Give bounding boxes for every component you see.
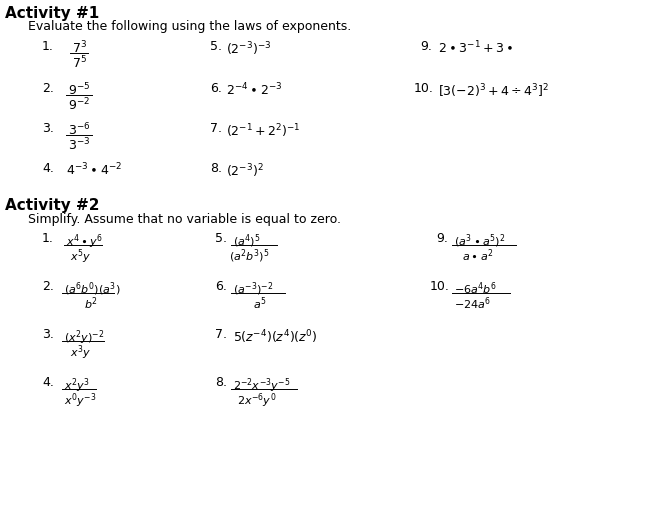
Text: 2.: 2.	[42, 280, 54, 293]
Text: $7^5$: $7^5$	[72, 55, 87, 72]
Text: $3^{-3}$: $3^{-3}$	[68, 137, 90, 154]
Text: $(a^4)^5$: $(a^4)^5$	[233, 232, 261, 249]
Text: 1.: 1.	[42, 232, 54, 245]
Text: 1.: 1.	[42, 40, 54, 53]
Text: $(a^6 b^0)(a^3)$: $(a^6 b^0)(a^3)$	[64, 280, 121, 298]
Text: $9^{-5}$: $9^{-5}$	[68, 82, 90, 99]
Text: Activity #2: Activity #2	[5, 198, 100, 213]
Text: 7.: 7.	[210, 122, 222, 135]
Text: $7^3$: $7^3$	[72, 40, 87, 57]
Text: 2.: 2.	[42, 82, 54, 95]
Text: Simplify. Assume that no variable is equal to zero.: Simplify. Assume that no variable is equ…	[28, 213, 341, 226]
Text: 5.: 5.	[210, 40, 222, 53]
Text: 10.: 10.	[414, 82, 434, 95]
Text: Activity #1: Activity #1	[5, 6, 99, 21]
Text: $[3(-2)^3+4 \div 4^3]^2$: $[3(-2)^3+4 \div 4^3]^2$	[438, 82, 549, 100]
Text: $x^0 y^{-3}$: $x^0 y^{-3}$	[64, 391, 96, 410]
Text: $(x^2 y)^{-2}$: $(x^2 y)^{-2}$	[64, 328, 105, 346]
Text: $5(z^{-4})(z^4)(z^0)$: $5(z^{-4})(z^4)(z^0)$	[233, 328, 318, 346]
Text: 10.: 10.	[430, 280, 450, 293]
Text: 5.: 5.	[215, 232, 227, 245]
Text: $x^5 y$: $x^5 y$	[70, 247, 91, 266]
Text: $(a^{-3})^{-2}$: $(a^{-3})^{-2}$	[233, 280, 273, 298]
Text: 7.: 7.	[215, 328, 227, 341]
Text: $-24a^6$: $-24a^6$	[454, 295, 491, 312]
Text: $x^3 y$: $x^3 y$	[70, 343, 91, 362]
Text: $a \bullet a^2$: $a \bullet a^2$	[462, 247, 494, 264]
Text: 3.: 3.	[42, 328, 54, 341]
Text: $9^{-2}$: $9^{-2}$	[68, 97, 90, 114]
Text: $2 \bullet 3^{-1}+3 \bullet$: $2 \bullet 3^{-1}+3 \bullet$	[438, 40, 513, 57]
Text: $2^{-4} \bullet 2^{-3}$: $2^{-4} \bullet 2^{-3}$	[226, 82, 282, 99]
Text: $x^2 y^3$: $x^2 y^3$	[64, 376, 90, 395]
Text: 6.: 6.	[210, 82, 222, 95]
Text: $a^5$: $a^5$	[253, 295, 267, 312]
Text: 3.: 3.	[42, 122, 54, 135]
Text: $(a^2 b^3)^5$: $(a^2 b^3)^5$	[229, 247, 270, 265]
Text: $(2^{-1}+2^{2})^{-1}$: $(2^{-1}+2^{2})^{-1}$	[226, 122, 301, 139]
Text: $2x^{-6}y^0$: $2x^{-6}y^0$	[237, 391, 277, 410]
Text: 4.: 4.	[42, 376, 54, 389]
Text: Evaluate the following using the laws of exponents.: Evaluate the following using the laws of…	[28, 20, 351, 33]
Text: $(a^3 \bullet a^5)^2$: $(a^3 \bullet a^5)^2$	[454, 232, 505, 249]
Text: $2^{-2}x^{-3}y^{-5}$: $2^{-2}x^{-3}y^{-5}$	[233, 376, 291, 395]
Text: 8.: 8.	[210, 162, 222, 175]
Text: $4^{-3} \bullet 4^{-2}$: $4^{-3} \bullet 4^{-2}$	[66, 162, 122, 179]
Text: 9.: 9.	[420, 40, 432, 53]
Text: $(2^{-3})^{2}$: $(2^{-3})^{2}$	[226, 162, 264, 180]
Text: $(2^{-3})^{-3}$: $(2^{-3})^{-3}$	[226, 40, 271, 58]
Text: 6.: 6.	[215, 280, 227, 293]
Text: $-6a^4 b^6$: $-6a^4 b^6$	[454, 280, 497, 297]
Text: $b^2$: $b^2$	[84, 295, 98, 312]
Text: 9.: 9.	[436, 232, 448, 245]
Text: 4.: 4.	[42, 162, 54, 175]
Text: 8.: 8.	[215, 376, 227, 389]
Text: $3^{-6}$: $3^{-6}$	[68, 122, 90, 139]
Text: $x^4 \bullet y^6$: $x^4 \bullet y^6$	[66, 232, 103, 250]
